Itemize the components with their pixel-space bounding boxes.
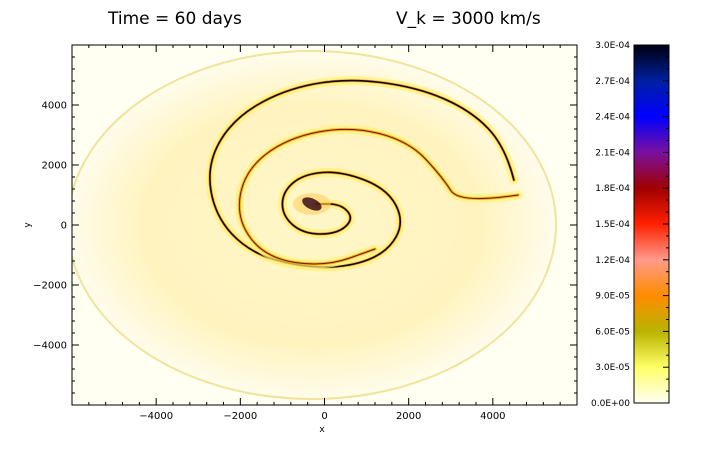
spiral-arm-2 xyxy=(238,128,519,265)
x-tick-label: 0 xyxy=(321,411,327,422)
colorbar-tick-label: 2.4E-04 xyxy=(595,113,630,123)
x-tick-label: −4000 xyxy=(139,411,173,422)
colorbar-tick-label: 2.7E-04 xyxy=(595,77,630,87)
y-tick-label: −4000 xyxy=(33,341,67,352)
colorbar-tick-label: 9.0E-05 xyxy=(595,292,630,302)
colorbar-tick-label: 1.2E-04 xyxy=(595,256,630,266)
colorbar-tick-label: 6.0E-05 xyxy=(595,327,630,337)
axes: −4000 −2000 0 2000 4000 −4000 −2000 0 2000 4000 xyxy=(33,45,577,422)
x-tick-label: 4000 xyxy=(480,411,505,422)
x-axis-label: x xyxy=(319,425,325,435)
title-kick-velocity: V_k = 3000 km/s xyxy=(396,9,541,29)
y-tick-label: −2000 xyxy=(33,281,67,292)
colorbar-tick-label: 1.8E-04 xyxy=(595,184,630,194)
colorbar: 0.0E+00 3.0E-05 6.0E-05 9.0E-05 1.2E-04 1.5E-… xyxy=(591,41,670,409)
x-tick-label: 2000 xyxy=(396,411,421,422)
colorbar-tick-label: 1.5E-04 xyxy=(595,220,630,230)
y-tick-label: 0 xyxy=(61,221,67,232)
y-tick-label: 4000 xyxy=(42,101,67,112)
core-dense-region xyxy=(302,197,322,211)
y-axis-label: y xyxy=(23,222,33,228)
y-tick-label: 2000 xyxy=(42,161,67,172)
colorbar-tick-label: 2.1E-04 xyxy=(595,148,630,158)
colorbar-tick-label: 3.0E-05 xyxy=(595,363,630,373)
title-time: Time = 60 days xyxy=(107,9,242,29)
colorbar-tick-label: 0.0E+00 xyxy=(591,399,630,409)
plot-area xyxy=(71,44,578,406)
outer-disk xyxy=(72,50,557,400)
x-tick-label: −2000 xyxy=(223,411,257,422)
spiral-arm-1 xyxy=(209,79,515,268)
colorbar-tick-label: 3.0E-04 xyxy=(595,41,630,51)
